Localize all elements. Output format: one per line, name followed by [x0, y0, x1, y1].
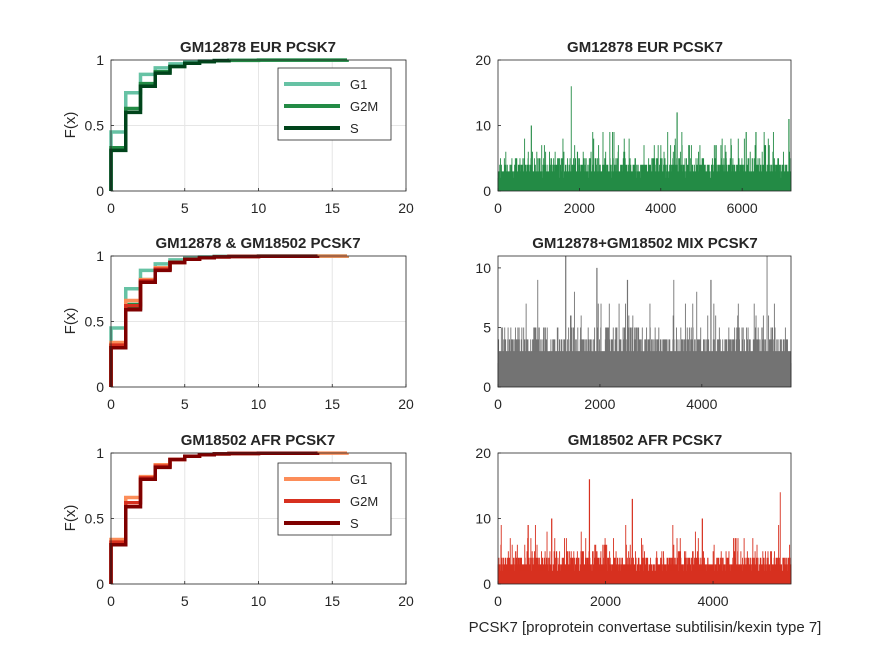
tick-labels: 0 5 10 15 20 0 0.5 1	[85, 248, 414, 412]
x-tick-label: 0	[107, 396, 115, 412]
tick-labels: 0 2000 4000 0 5 10	[475, 260, 717, 412]
legend-label-g1: G1	[350, 77, 367, 92]
tick-labels: 0 2000 4000 0 10 20	[475, 445, 728, 609]
x-tick-label: 2000	[584, 396, 615, 412]
dense-count-band	[498, 351, 791, 387]
x-tick-label: 6000	[727, 200, 758, 216]
panel-cdf-both: 0 5 10 15 20 0 0.5 1 GM12878 & GM18502 PCSK7 F(…	[62, 235, 414, 412]
panel-bars-mix: 0 2000 4000 0 5 10 GM12878+GM18502 MIX PCSK7	[475, 235, 792, 412]
x-tick-label: 20	[398, 593, 414, 609]
y-tick-label: 10	[475, 118, 491, 134]
y-axis-label: F(x)	[62, 505, 79, 532]
axes-box	[497, 255, 792, 388]
y-tick-label: 0	[96, 379, 104, 395]
x-tick-label: 0	[494, 396, 502, 412]
panel-bars-afr: 0 2000 4000 0 10 20 GM18502 AFR PCSK7	[475, 432, 792, 609]
bar-series	[497, 256, 792, 387]
x-tick-label: 10	[251, 396, 267, 412]
y-tick-label: 0	[483, 183, 491, 199]
y-tick-label: 10	[475, 511, 491, 527]
y-tick-label: 0.5	[85, 118, 105, 134]
bar-series	[497, 86, 792, 191]
x-tick-label: 5	[181, 200, 189, 216]
x-tick-label: 4000	[645, 200, 676, 216]
dense-count-band	[498, 570, 791, 584]
panel-title: GM18502 AFR PCSK7	[568, 432, 723, 449]
legend-label-s: S	[350, 121, 359, 136]
panel-title: GM12878 EUR PCSK7	[567, 39, 723, 56]
tick-labels: 0 5 10 15 20 0 0.5 1	[85, 52, 414, 216]
panel-bars-eur: 0 2000 4000 6000 0 10 20 GM12878 EUR PCSK7	[475, 39, 792, 216]
x-tick-label: 10	[251, 200, 267, 216]
panel-title: GM12878 EUR PCSK7	[180, 39, 336, 56]
x-tick-label: 0	[494, 200, 502, 216]
legend-label-s: S	[350, 516, 359, 531]
y-tick-label: 0.5	[85, 314, 105, 330]
x-axis-label: PCSK7 [proprotein convertase subtilisin/…	[469, 619, 822, 636]
x-tick-label: 10	[251, 593, 267, 609]
y-tick-label: 0	[483, 576, 491, 592]
x-tick-label: 0	[107, 200, 115, 216]
x-tick-label: 15	[324, 593, 340, 609]
y-tick-label: 20	[475, 52, 491, 68]
panel-cdf-eur: 0 5 10 15 20 0 0.5 1 GM12878 EUR PCSK7 F(x) G1 …	[62, 39, 414, 216]
y-tick-label: 1	[96, 248, 104, 264]
ecdf-line-series-5	[109, 254, 320, 387]
y-tick-label: 0.5	[85, 511, 105, 527]
y-tick-label: 1	[96, 445, 104, 461]
ecdf-line-s	[109, 58, 231, 191]
x-tick-label: 15	[324, 396, 340, 412]
y-tick-label: 0	[96, 183, 104, 199]
y-axis-label: F(x)	[62, 308, 79, 335]
x-tick-label: 0	[107, 593, 115, 609]
x-tick-label: 20	[398, 396, 414, 412]
x-tick-label: 4000	[686, 396, 717, 412]
x-tick-label: 20	[398, 200, 414, 216]
panel-title: GM18502 AFR PCSK7	[181, 432, 336, 449]
panel-title: GM12878 & GM18502 PCSK7	[155, 235, 360, 252]
tick-labels: 0 2000 4000 6000 0 10 20	[475, 52, 758, 216]
x-tick-label: 15	[324, 200, 340, 216]
x-tick-label: 2000	[590, 593, 621, 609]
x-tick-label: 4000	[697, 593, 728, 609]
tick-labels: 0 5 10 15 20 0 0.5 1	[85, 445, 414, 609]
x-tick-label: 0	[494, 593, 502, 609]
panel-title: GM12878+GM18502 MIX PCSK7	[532, 235, 758, 252]
legend: G1 G2M S	[277, 462, 392, 536]
x-tick-label: 5	[181, 593, 189, 609]
legend-label-g2m: G2M	[350, 494, 378, 509]
x-tick-label: 2000	[564, 200, 595, 216]
legend-label-g1: G1	[350, 472, 367, 487]
y-axis-label: F(x)	[62, 112, 79, 139]
y-tick-label: 20	[475, 445, 491, 461]
legend: G1 G2M S	[277, 67, 392, 141]
y-tick-label: 0	[96, 576, 104, 592]
y-tick-label: 1	[96, 52, 104, 68]
legend-label-g2m: G2M	[350, 99, 378, 114]
x-tick-label: 5	[181, 396, 189, 412]
y-tick-label: 0	[483, 379, 491, 395]
y-tick-label: 5	[483, 319, 491, 335]
dense-count-band	[498, 177, 791, 191]
y-tick-label: 10	[475, 260, 491, 276]
panel-cdf-afr: 0 5 10 15 20 0 0.5 1 GM18502 AFR PCSK7 F(x) G1 …	[62, 432, 414, 609]
ecdf-line-s	[109, 451, 320, 584]
